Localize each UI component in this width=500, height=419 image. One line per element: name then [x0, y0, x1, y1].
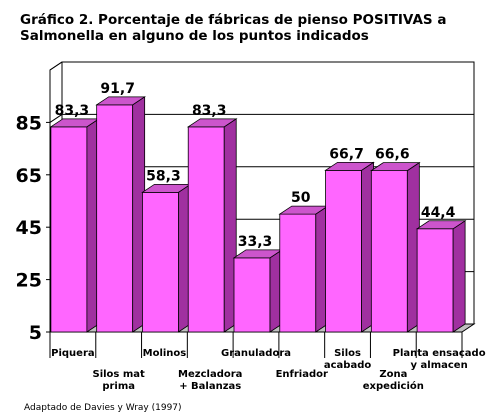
x-tick-label: expedición: [363, 380, 424, 392]
y-tick-label: 85: [16, 112, 42, 134]
bar: [50, 126, 88, 333]
bar-top: [370, 162, 421, 172]
source-note: Adaptado de Davies y Wray (1997): [24, 403, 182, 413]
bar: [325, 169, 362, 333]
x-tick-label: + Balanzas: [179, 381, 241, 392]
gridline: [49, 113, 474, 123]
data-label: 44,4: [421, 205, 456, 221]
data-label: 50: [291, 190, 311, 206]
y-tick-label: 45: [16, 217, 42, 239]
x-tick-label: y almacen: [411, 360, 468, 371]
bar: [416, 228, 454, 333]
chart-title-line-2: Salmonella en alguno de los puntos indic…: [20, 28, 369, 44]
data-label: 58,3: [146, 168, 181, 184]
data-label: 66,6: [375, 147, 410, 163]
chart-title-line-1: Gráfico 2. Porcentaje de fábricas de pie…: [20, 12, 447, 28]
bar: [370, 170, 408, 333]
x-tick-label: prima: [102, 381, 135, 392]
bar-top: [95, 96, 146, 106]
x-tick-label: Silos mat: [93, 369, 146, 380]
data-label: 83,3: [192, 103, 227, 119]
bar: [279, 213, 317, 333]
bar-top: [415, 220, 467, 230]
chart-title: Gráfico 2. Porcentaje de fábricas de pie…: [20, 12, 460, 44]
x-tick-label: Granuladora: [221, 348, 291, 359]
bar: [187, 126, 225, 333]
y-tick-label: 5: [29, 322, 42, 344]
bar: [233, 257, 271, 333]
x-tick-label: Zona: [379, 369, 407, 380]
x-tick-label: Mezcladora: [178, 369, 242, 380]
data-label: 66,7: [329, 146, 364, 162]
x-tick-label: Enfriador: [276, 369, 328, 380]
x-tick-label: acabado: [324, 360, 371, 371]
data-label: 33,3: [238, 234, 273, 250]
data-label: 91,7: [100, 81, 135, 97]
x-tick-label: Silos: [334, 348, 361, 359]
y-tick-label: 25: [16, 270, 42, 292]
y-tick-label: 65: [16, 165, 42, 187]
bar: [142, 191, 179, 333]
data-label: 83,3: [55, 103, 90, 119]
bar: [96, 104, 134, 333]
x-tick-label: Molinos: [143, 348, 187, 359]
x-tick-label: Piquera: [51, 348, 95, 359]
bar-side: [452, 220, 466, 333]
bar-top: [324, 161, 375, 171]
bar-top: [186, 118, 238, 128]
gridline: [49, 61, 474, 71]
x-tick-label: Planta ensacado: [393, 348, 486, 359]
